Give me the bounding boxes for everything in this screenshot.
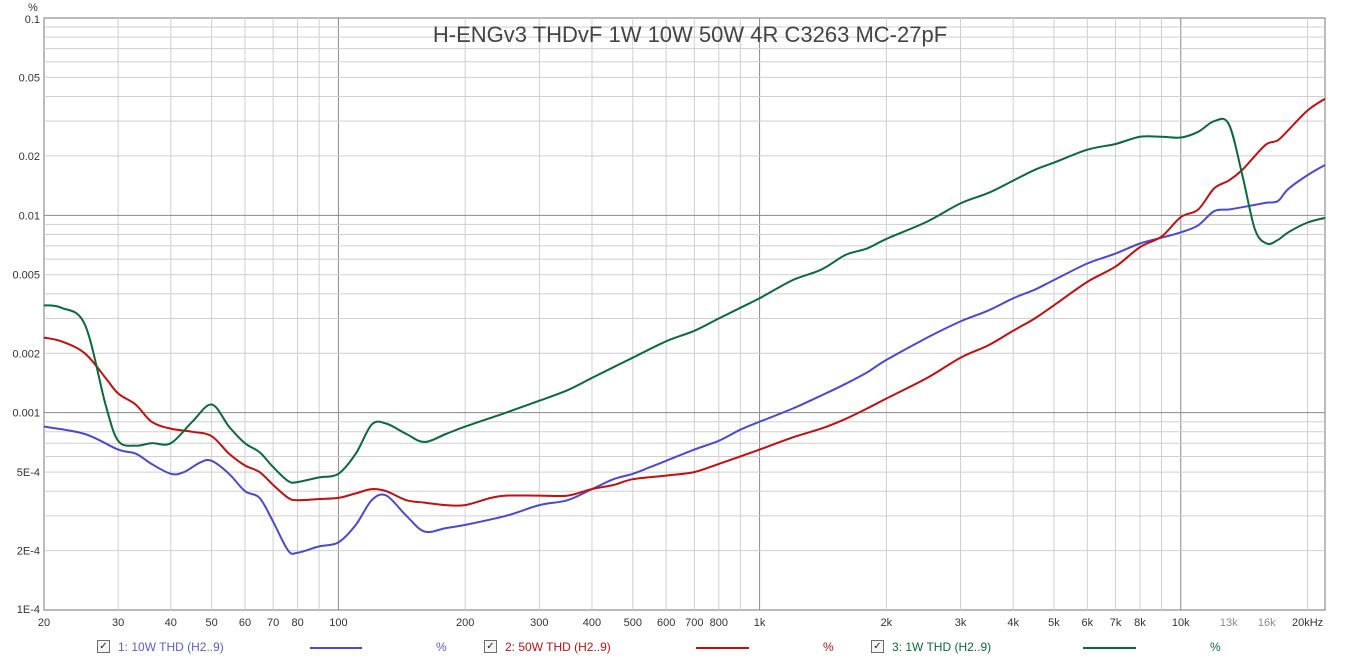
series-line-3 bbox=[43, 117, 1326, 484]
x-tick-label: 700 bbox=[685, 617, 703, 629]
legend-unit-10w: % bbox=[436, 640, 447, 654]
x-tick-label: 2k bbox=[881, 617, 893, 629]
x-tick-label: 20kHz bbox=[1292, 617, 1323, 629]
x-tick-labels: 20 30 40 50 60 70 80 100 200 300 400 500 600 700 800 1k… bbox=[38, 617, 1323, 629]
y-tick-label: 0.1 bbox=[25, 14, 40, 26]
legend-swatch-1w bbox=[1083, 647, 1136, 649]
series-lines bbox=[43, 97, 1326, 555]
grid bbox=[44, 18, 1325, 610]
x-tick-label: 1k bbox=[754, 617, 766, 629]
legend-label-10w: 1: 10W THD (H2..9) bbox=[118, 640, 224, 654]
legend-checkbox-10w[interactable]: ✓ bbox=[97, 640, 110, 653]
x-tick-label: 5k bbox=[1048, 617, 1060, 629]
x-tick-label: 20 bbox=[38, 617, 50, 629]
x-tick-label: 300 bbox=[530, 617, 548, 629]
x-tick-label: 600 bbox=[657, 617, 675, 629]
x-tick-label: 13k bbox=[1220, 617, 1238, 629]
x-tick-label: 800 bbox=[710, 617, 728, 629]
x-tick-label: 3k bbox=[955, 617, 967, 629]
x-tick-label: 500 bbox=[624, 617, 642, 629]
x-tick-label: 7k bbox=[1110, 617, 1122, 629]
x-tick-label: 60 bbox=[239, 617, 251, 629]
legend-unit-1w: % bbox=[1210, 640, 1221, 654]
x-tick-label: 70 bbox=[267, 617, 279, 629]
x-tick-label: 30 bbox=[112, 617, 124, 629]
x-tick-label: 50 bbox=[205, 617, 217, 629]
legend-checkbox-1w[interactable]: ✓ bbox=[871, 640, 884, 653]
chart-title: H-ENGv3 THDvF 1W 10W 50W 4R C3263 MC-27p… bbox=[433, 22, 947, 47]
y-tick-label: 5E-4 bbox=[17, 467, 40, 479]
series-line-1 bbox=[43, 164, 1326, 555]
x-tick-label: 6k bbox=[1082, 617, 1094, 629]
x-tick-label: 200 bbox=[456, 617, 474, 629]
y-tick-labels: 0.1 0.05 0.02 0.01 0.005 0.002 0.001 5E-4 2E-4 1E… bbox=[12, 14, 40, 616]
legend-swatch-10w bbox=[310, 647, 362, 649]
y-axis-unit-label: % bbox=[28, 2, 38, 14]
legend-unit-50w: % bbox=[823, 640, 834, 654]
x-tick-label: 100 bbox=[329, 617, 347, 629]
y-tick-label: 0.005 bbox=[12, 270, 40, 282]
y-tick-label: 2E-4 bbox=[17, 546, 40, 558]
y-tick-label: 0.001 bbox=[12, 408, 40, 420]
legend-label-1w: 3: 1W THD (H2..9) bbox=[892, 640, 992, 654]
legend: ✓ 1: 10W THD (H2..9) % ✓ 2: 50W THD (H2.… bbox=[0, 639, 1346, 659]
x-tick-label: 80 bbox=[291, 617, 303, 629]
x-tick-label: 40 bbox=[165, 617, 177, 629]
y-tick-label: 1E-4 bbox=[17, 604, 40, 616]
y-tick-label: 0.002 bbox=[12, 348, 40, 360]
x-tick-label: 16k bbox=[1258, 617, 1276, 629]
y-tick-label: 0.02 bbox=[19, 151, 40, 163]
y-tick-label: 0.05 bbox=[19, 72, 40, 84]
legend-checkbox-50w[interactable]: ✓ bbox=[484, 640, 497, 653]
y-tick-label: 0.01 bbox=[19, 210, 40, 222]
legend-swatch-50w bbox=[696, 647, 749, 649]
plot-area bbox=[43, 17, 1326, 611]
x-tick-label: 10k bbox=[1172, 617, 1190, 629]
series-line-2 bbox=[43, 97, 1326, 507]
x-tick-label: 4k bbox=[1007, 617, 1019, 629]
x-tick-label: 8k bbox=[1134, 617, 1146, 629]
x-tick-label: 400 bbox=[583, 617, 601, 629]
legend-label-50w: 2: 50W THD (H2..9) bbox=[505, 640, 611, 654]
